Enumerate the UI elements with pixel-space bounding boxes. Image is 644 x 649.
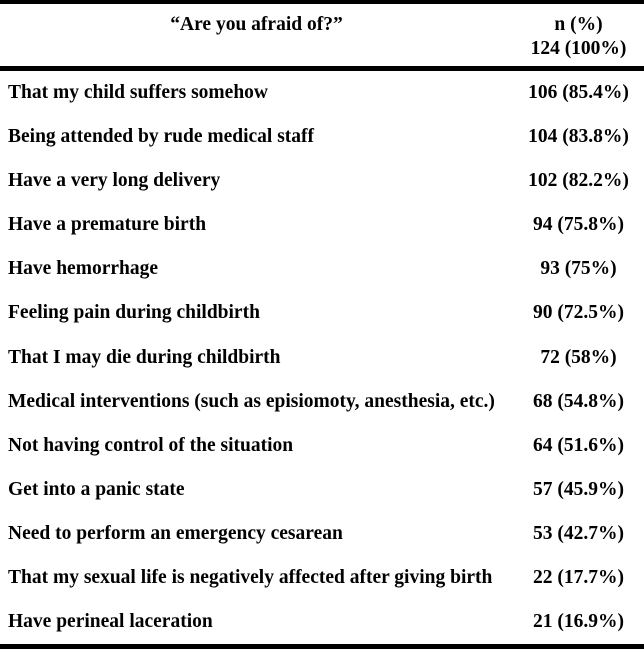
fear-label-cell: That my sexual life is negatively affect… [8, 566, 493, 588]
count-value-cell: 94 (75.8%) [533, 214, 624, 236]
table-row: Have hemorrhage 93 (75%) [0, 247, 644, 291]
fear-label-cell: Have a premature birth [8, 214, 207, 236]
table-row: Have perineal laceration 21 (16.9%) [0, 600, 644, 644]
table-row: Medical interventions (such as episiomot… [0, 380, 644, 424]
table-row: Feeling pain during childbirth 90 (72.5%… [0, 291, 644, 335]
table-row: Being attended by rude medical staff 104… [0, 115, 644, 159]
fear-label-cell: Being attended by rude medical staff [8, 126, 315, 148]
fear-label-cell: Have a very long delivery [8, 170, 221, 192]
fear-label-cell: That I may die during childbirth [8, 346, 281, 368]
count-value-cell: 102 (82.2%) [528, 170, 629, 192]
table-row: Have a premature birth 94 (75.8%) [0, 203, 644, 247]
fear-label-cell: Medical interventions (such as episiomot… [8, 390, 495, 412]
count-column-header-total: 124 (100%) [530, 38, 627, 59]
count-value-cell: 68 (54.8%) [533, 390, 624, 412]
table-header-row: “Are you afraid of?” n (%) 124 (100%) [0, 4, 644, 66]
table-body: That my child suffers somehow 106 (85.4%… [0, 71, 644, 644]
count-column-header: n (%) 124 (100%) [513, 4, 644, 61]
question-column-header: “Are you afraid of?” [170, 14, 343, 35]
count-value-cell: 22 (17.7%) [533, 566, 624, 588]
count-value-cell: 21 (16.9%) [533, 610, 624, 632]
count-value-cell: 93 (75%) [540, 258, 617, 280]
count-value-cell: 64 (51.6%) [533, 434, 624, 456]
fear-label-cell: Need to perform an emergency cesarean [8, 522, 343, 544]
fear-label-cell: Feeling pain during childbirth [8, 302, 260, 324]
count-value-cell: 104 (83.8%) [528, 126, 629, 148]
table-row: That my child suffers somehow 106 (85.4%… [0, 71, 644, 115]
table-bottom-rule [0, 644, 644, 649]
table-top-rule [0, 0, 644, 4]
header-separator-rule [0, 66, 644, 71]
fear-label-cell: Not having control of the situation [8, 434, 294, 456]
count-value-cell: 106 (85.4%) [528, 82, 629, 104]
count-value-cell: 72 (58%) [540, 346, 617, 368]
table-row: That my sexual life is negatively affect… [0, 556, 644, 600]
fear-label-cell: That my child suffers somehow [8, 82, 269, 104]
table-row: Need to perform an emergency cesarean 53… [0, 512, 644, 556]
fear-label-cell: Have perineal laceration [8, 610, 213, 632]
table-row: Get into a panic state 57 (45.9%) [0, 468, 644, 512]
table-row: Not having control of the situation 64 (… [0, 424, 644, 468]
fear-label-cell: Get into a panic state [8, 478, 185, 500]
table-row: Have a very long delivery 102 (82.2%) [0, 159, 644, 203]
count-value-cell: 57 (45.9%) [533, 478, 624, 500]
count-column-header-label: n (%) [554, 14, 603, 35]
count-value-cell: 90 (72.5%) [533, 302, 624, 324]
fear-label-cell: Have hemorrhage [8, 258, 159, 280]
table-row: That I may die during childbirth 72 (58%… [0, 335, 644, 379]
count-value-cell: 53 (42.7%) [533, 522, 624, 544]
